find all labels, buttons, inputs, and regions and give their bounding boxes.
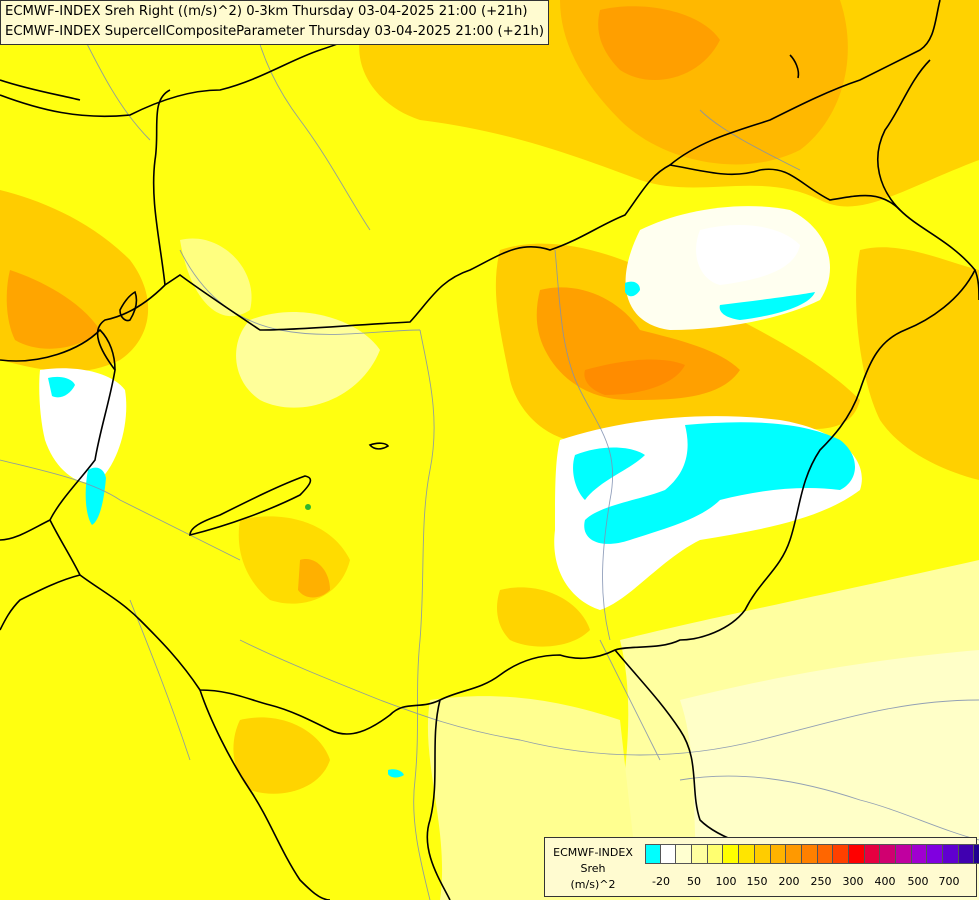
field-cyan-west-2 bbox=[85, 467, 106, 525]
field-orange-core bbox=[584, 359, 685, 395]
field-gold-east bbox=[856, 247, 979, 480]
border-slovakia bbox=[152, 0, 941, 286]
border-west bbox=[0, 328, 116, 371]
field-cyan-west bbox=[48, 376, 75, 398]
field-cyan-central-2 bbox=[573, 447, 645, 500]
legend-swatch bbox=[692, 844, 708, 864]
title-line-1: ECMWF-INDEX Sreh Right ((m/s)^2) 0-3km T… bbox=[5, 4, 528, 19]
legend-swatch bbox=[896, 844, 912, 864]
legend-swatch bbox=[943, 844, 959, 864]
legend-swatch bbox=[739, 844, 755, 864]
legend-tick-label: 500 bbox=[907, 875, 929, 888]
legend-swatch bbox=[833, 844, 849, 864]
legend-tick-label: 200 bbox=[778, 875, 800, 888]
legend-swatch bbox=[927, 844, 944, 864]
legend-title: ECMWF-INDEX bbox=[553, 846, 633, 859]
field-cyan-south bbox=[388, 769, 404, 778]
legend-swatch bbox=[676, 844, 693, 864]
legend-swatch bbox=[864, 844, 881, 864]
border-croatia bbox=[0, 519, 81, 631]
legend-swatch bbox=[848, 844, 865, 864]
legend-swatch bbox=[770, 844, 787, 864]
border-ukraine bbox=[877, 59, 931, 211]
color-legend: ECMWF-INDEX Sreh (m/s)^2 -20 50 100 150 200 2… bbox=[544, 837, 979, 897]
field-orange-ne bbox=[598, 6, 720, 80]
field-cyan-central bbox=[584, 422, 855, 544]
legend-tick-label: 400 bbox=[874, 875, 896, 888]
legend-swatch bbox=[911, 844, 928, 864]
legend-swatch bbox=[754, 844, 771, 864]
legend-tick-label: -20 bbox=[652, 875, 670, 888]
field-orange-balaton bbox=[298, 559, 330, 598]
legend-tick-label: 300 bbox=[842, 875, 864, 888]
border-lake-west bbox=[119, 290, 138, 322]
border-nw-fragment bbox=[0, 79, 81, 101]
legend-swatch bbox=[723, 844, 740, 864]
legend-swatch bbox=[880, 844, 896, 864]
legend-tick-label: 700 bbox=[938, 875, 960, 888]
legend-tick-label: 50 bbox=[687, 875, 701, 888]
field-light-center bbox=[236, 311, 380, 408]
legend-swatch bbox=[801, 844, 818, 864]
legend-swatch bbox=[974, 844, 979, 864]
border-hungary bbox=[49, 164, 976, 735]
field-white-ne-core bbox=[696, 225, 800, 285]
field-gold-central-south bbox=[497, 587, 590, 647]
title-line-2: ECMWF-INDEX SupercellCompositeParameter … bbox=[5, 24, 545, 39]
map-title-box: ECMWF-INDEX Sreh Right ((m/s)^2) 0-3km T… bbox=[0, 0, 550, 45]
border-balaton bbox=[189, 475, 312, 537]
location-marker bbox=[305, 504, 311, 510]
legend-tick-label: 250 bbox=[810, 875, 832, 888]
legend-tick-row: -20 50 100 150 200 250 300 400 500 700 bbox=[545, 875, 978, 889]
legend-swatch bbox=[817, 844, 834, 864]
legend-tick-label: 150 bbox=[746, 875, 768, 888]
border-ne-lake bbox=[789, 54, 800, 79]
field-gold-sw bbox=[233, 717, 330, 794]
field-orange-west bbox=[6, 270, 100, 349]
border-south bbox=[199, 689, 331, 900]
legend-variable: Sreh bbox=[580, 862, 606, 875]
legend-unit: (m/s)^2 bbox=[570, 878, 616, 891]
field-cyan-ne-2 bbox=[625, 281, 640, 297]
field-cyan-ne bbox=[719, 292, 815, 320]
legend-swatch bbox=[660, 844, 677, 864]
legend-swatch bbox=[645, 844, 661, 864]
legend-swatch bbox=[707, 844, 724, 864]
field-light-west bbox=[180, 238, 252, 317]
legend-tick-label: 100 bbox=[715, 875, 737, 888]
legend-color-scale bbox=[645, 844, 979, 864]
legend-swatch bbox=[786, 844, 802, 864]
border-lake-small bbox=[368, 442, 390, 450]
legend-swatch bbox=[958, 844, 975, 864]
